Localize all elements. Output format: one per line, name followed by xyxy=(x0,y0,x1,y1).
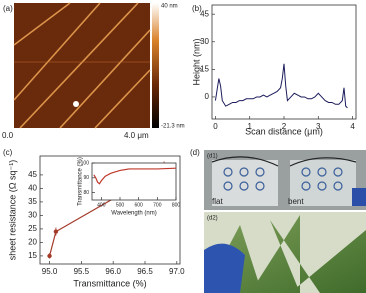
y-tick-label: 20 xyxy=(28,238,37,247)
x-tick-label: 2 xyxy=(282,122,287,131)
data-point xyxy=(53,229,59,234)
y-tick-label: 15 xyxy=(28,251,37,260)
y-tick-label: 25 xyxy=(28,224,37,233)
y-tick-label: 100 xyxy=(81,160,90,166)
scale-end: 4.0 μm xyxy=(124,131,149,140)
x-tick-label: 4 xyxy=(350,122,355,131)
x-axis-label: Transmittance (%) xyxy=(73,278,146,288)
colorbar-max: 40 nm xyxy=(161,4,178,10)
x-tick-label: 700 xyxy=(153,202,162,208)
photo-caption: bent xyxy=(288,197,304,206)
photo-label: (d2) xyxy=(207,216,218,222)
x-tick-label: 96.0 xyxy=(105,267,121,276)
colorbar-min: -21.3 nm xyxy=(161,124,185,130)
photo-d2 xyxy=(204,212,366,293)
y-tick-label: 30 xyxy=(200,37,209,46)
y-tick-label: 40 xyxy=(28,184,37,193)
plot-frame xyxy=(39,155,181,265)
y-axis-label: Height (nm) xyxy=(191,38,201,85)
x-axis-label: Wavelength (nm) xyxy=(111,211,156,217)
y-tick-label: 15 xyxy=(200,64,209,73)
x-tick-label: 400 xyxy=(97,202,106,208)
photo-d1 xyxy=(204,150,366,210)
plot-frame xyxy=(211,4,357,120)
scale-start: 0.0 xyxy=(2,131,14,140)
x-axis-label: Scan distance (μm) xyxy=(245,126,323,136)
colorbar xyxy=(152,3,159,128)
y-axis-label: Transmittance (%) xyxy=(78,157,84,206)
x-tick-label: 600 xyxy=(134,202,143,208)
y-tick-label: 30 xyxy=(28,211,37,220)
y-tick-label: 35 xyxy=(28,197,37,206)
panel-label: (c) xyxy=(3,148,13,157)
y-tick-label: 0 xyxy=(205,92,210,101)
x-tick-label: 96.5 xyxy=(137,267,153,276)
data-line xyxy=(214,63,348,109)
y-tick-label: 45 xyxy=(200,9,209,18)
y-tick-label: 90 xyxy=(83,175,89,181)
x-tick-label: 95.5 xyxy=(74,267,90,276)
x-tick-label: 800 xyxy=(172,202,181,208)
y-tick-label: 45 xyxy=(28,170,37,179)
x-tick-label: 500 xyxy=(116,202,125,208)
x-tick-label: 95.0 xyxy=(42,267,58,276)
y-tick-label: 80 xyxy=(83,190,89,196)
x-tick-label: 3 xyxy=(316,122,321,131)
x-tick-label: 0 xyxy=(213,122,218,131)
afm-image xyxy=(13,2,151,129)
y-axis-label: sheet resistance (Ω sq⁻¹) xyxy=(7,160,17,261)
data-point xyxy=(47,253,52,259)
panel-label: (d) xyxy=(190,148,200,157)
panel-label: (b) xyxy=(192,4,202,13)
panel-label: (a) xyxy=(3,4,13,13)
photo-caption: flat xyxy=(212,197,223,206)
x-tick-label: 1 xyxy=(247,122,252,131)
x-tick-label: 97.0 xyxy=(169,267,185,276)
photo-label: (d1) xyxy=(207,154,218,160)
data-line xyxy=(93,167,177,185)
